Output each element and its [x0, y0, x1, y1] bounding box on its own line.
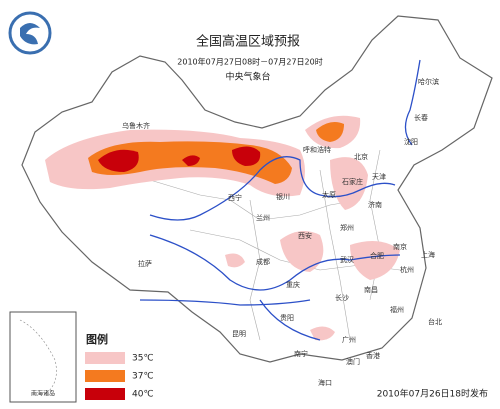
city: 海口 — [318, 378, 332, 387]
city: 拉萨 — [138, 259, 152, 268]
city: 澳门 — [346, 357, 360, 366]
issuer: 中央气象台 — [225, 71, 270, 83]
city: 西安 — [298, 231, 312, 240]
legend-label: 37℃ — [132, 372, 154, 382]
city: 广州 — [342, 335, 356, 344]
legend-label: 40℃ — [132, 390, 154, 400]
city: 长春 — [414, 113, 428, 122]
city: 杭州 — [400, 265, 414, 274]
city: 昆明 — [232, 330, 246, 338]
city: 合肥 — [370, 251, 384, 260]
city-labels: 乌鲁木齐 哈尔滨 长春 沈阳 呼和浩特 北京 天津 石家庄 太原 济南 银川 西… — [122, 77, 442, 387]
city: 石家庄 — [342, 177, 363, 186]
city: 南昌 — [364, 285, 378, 294]
city: 兰州 — [256, 213, 270, 222]
city: 重庆 — [286, 280, 300, 289]
city: 天津 — [372, 173, 386, 181]
city: 福州 — [390, 305, 404, 314]
legend-title: 图例 — [86, 332, 108, 346]
legend-label: 35℃ — [132, 354, 154, 364]
city: 太原 — [322, 190, 336, 199]
legend: 图例 35℃ 37℃ 40℃ — [85, 332, 154, 400]
rivers — [139, 59, 421, 341]
city: 贵阳 — [280, 313, 294, 322]
legend-swatch — [85, 352, 125, 364]
city: 南宁 — [294, 349, 308, 358]
city: 郑州 — [340, 224, 354, 232]
city: 哈尔滨 — [418, 77, 439, 86]
inset: 南海诸岛 — [9, 311, 77, 403]
city: 上海 — [421, 250, 435, 259]
period: 2010年07月27日08时－07月27日20时 — [177, 57, 322, 67]
legend-swatch — [85, 370, 125, 382]
city: 济南 — [368, 200, 382, 209]
logo — [8, 11, 52, 55]
city: 西宁 — [228, 193, 242, 202]
city: 银川 — [276, 192, 290, 201]
city: 香港 — [366, 351, 380, 360]
city: 沈阳 — [404, 137, 418, 146]
city: 台北 — [428, 317, 442, 326]
city: 南京 — [393, 242, 407, 251]
province-borders — [149, 149, 401, 341]
footer: 2010年07月26日18时发布 — [377, 388, 488, 400]
inset-label: 南海诸岛 — [31, 390, 55, 398]
city: 北京 — [354, 152, 368, 161]
city: 长沙 — [335, 293, 349, 302]
legend-swatch — [85, 388, 125, 400]
city: 武汉 — [340, 255, 354, 264]
city: 乌鲁木齐 — [122, 121, 150, 130]
city: 呼和浩特 — [303, 145, 331, 154]
city: 成都 — [256, 257, 270, 266]
title: 全国高温区域预报 — [196, 34, 300, 50]
